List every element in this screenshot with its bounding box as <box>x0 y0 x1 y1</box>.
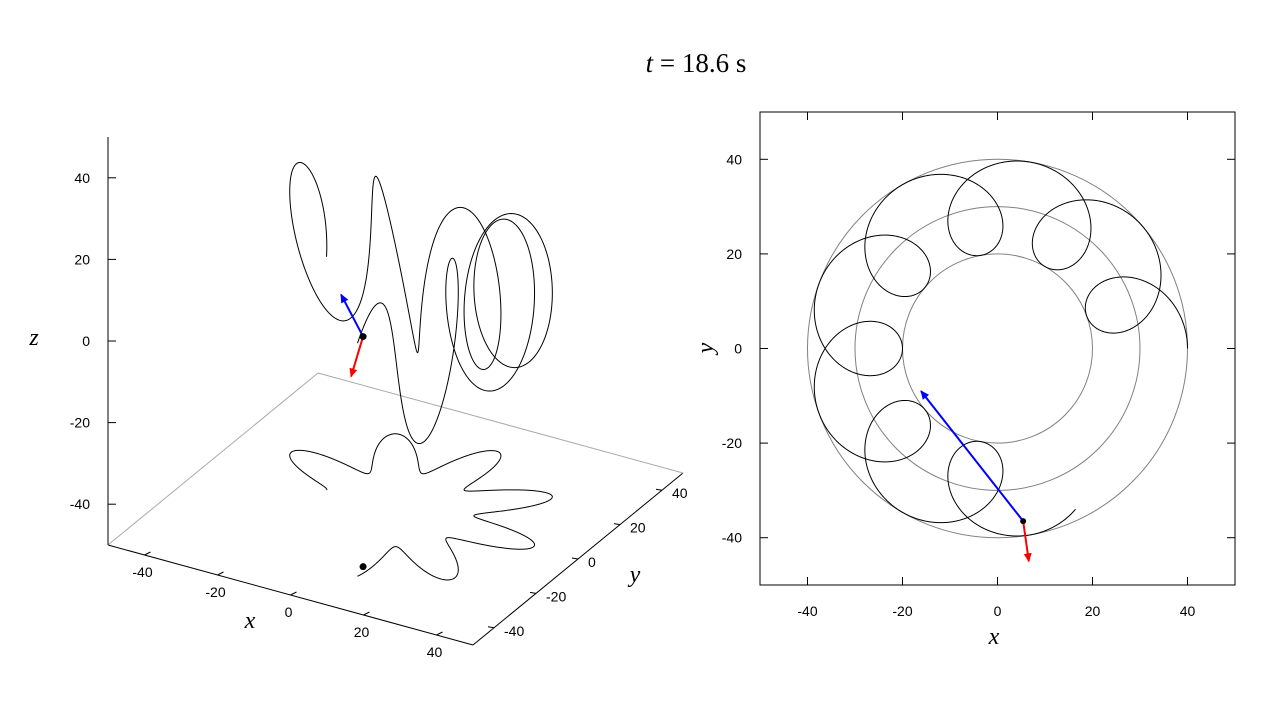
title-variable: t <box>645 48 654 78</box>
z-tick-label: -40 <box>70 496 90 512</box>
y-tick-label: -20 <box>546 588 566 604</box>
guide-circle <box>807 158 1188 539</box>
y-tick <box>487 626 495 629</box>
x-tick <box>144 551 151 556</box>
acceleration-arrow <box>1022 521 1032 563</box>
x-axis-label: x <box>244 608 256 634</box>
y-tick <box>613 523 621 526</box>
z-tick-label: -20 <box>70 415 90 431</box>
title-value: 18.6 <box>681 48 730 78</box>
y-tick <box>529 591 537 594</box>
x-tick-label: 40 <box>427 644 443 660</box>
y-axis-label: y <box>628 562 641 588</box>
y-tick <box>571 557 579 560</box>
z-axis-label: z <box>28 325 39 351</box>
acceleration-arrow-3d <box>349 336 365 378</box>
x-tick-label: 40 <box>1180 603 1196 619</box>
x-tick-label: 0 <box>994 603 1002 619</box>
x-tick <box>363 611 370 616</box>
y-tick-label: 20 <box>630 520 646 536</box>
trajectory-xy <box>813 160 1188 537</box>
y-axis-label: y <box>693 342 719 355</box>
x-tick <box>436 631 443 636</box>
x-tick-label: -20 <box>205 584 225 600</box>
trajectory-shadow <box>289 433 553 581</box>
trajectory-3d <box>289 161 553 445</box>
z-tick-label: 40 <box>74 170 90 186</box>
y-tick-label: 0 <box>734 341 742 357</box>
y-tick-label: -40 <box>722 530 742 546</box>
shadow-point-3d <box>359 563 367 571</box>
y-tick-label: -40 <box>504 623 524 639</box>
x-tick-label: 0 <box>285 604 293 620</box>
x-axis-label: x <box>988 624 1000 650</box>
x-tick-label: -40 <box>132 564 152 580</box>
x-tick <box>217 571 224 576</box>
title-equals: = <box>653 48 682 78</box>
x-tick-label: 20 <box>354 624 370 640</box>
guide-circle <box>854 206 1141 491</box>
plot-3d: -40 -40 -40 -20 -20 -20 0 0 0 20 20 20 40 40 40 x y z <box>28 137 688 660</box>
y-tick <box>655 488 663 491</box>
velocity-arrow-3d <box>340 293 364 338</box>
x-tick <box>290 591 297 596</box>
z-tick-label: 0 <box>82 333 90 349</box>
base-edge-back <box>317 372 684 474</box>
current-point <box>1020 518 1027 525</box>
y-tick-label: 40 <box>726 151 742 167</box>
current-point-3d <box>359 333 367 341</box>
z-tick-label: 20 <box>74 251 90 267</box>
x-tick-label: -20 <box>892 603 912 619</box>
y-tick-label: 20 <box>726 246 742 262</box>
y-tick-label: 40 <box>672 485 688 501</box>
chart-title: t = 18.6 s <box>0 48 1280 79</box>
x-tick-label: 20 <box>1085 603 1101 619</box>
plot-xy: -40 -40 -20 -20 0 0 20 20 40 40 x y <box>693 111 1236 650</box>
x-tick-label: -40 <box>797 603 817 619</box>
base-edge-left <box>107 372 319 546</box>
velocity-arrow <box>920 390 1024 522</box>
guide-circle <box>902 253 1093 444</box>
y-tick-label: 0 <box>588 554 596 570</box>
y-tick-label: -20 <box>722 435 742 451</box>
title-unit: s <box>729 48 747 78</box>
plot-frame <box>759 111 1236 586</box>
